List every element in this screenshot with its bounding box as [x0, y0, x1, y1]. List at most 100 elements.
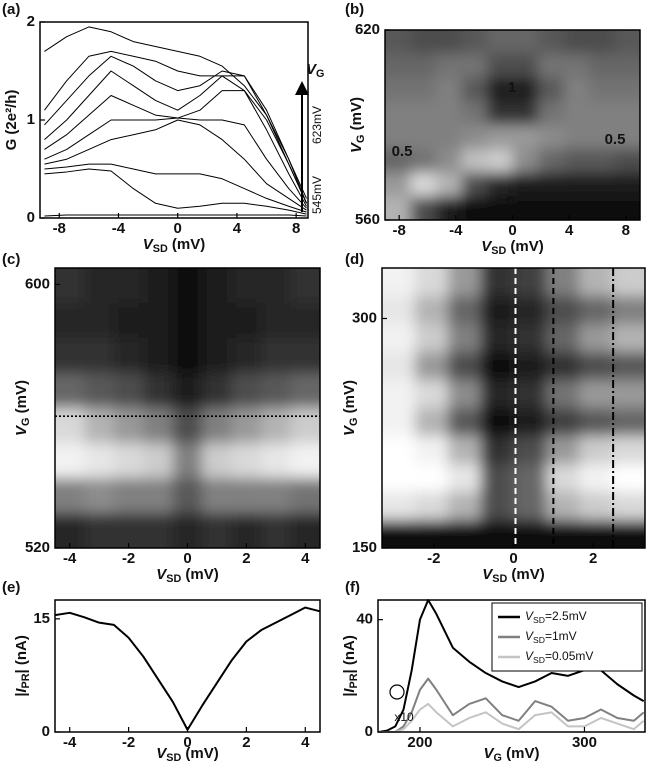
- heatmap-cell: [261, 338, 291, 374]
- heatmap-cell: [291, 248, 340, 304]
- heatmap-cell: [173, 338, 203, 374]
- y-axis-label: |IPR| (nA): [13, 635, 32, 697]
- y-tick-label: 40: [356, 611, 373, 628]
- legend-label: VSD=1mV: [525, 629, 577, 645]
- heatmap-cell: [291, 443, 340, 479]
- heatmap-cell: [436, 78, 462, 102]
- heatmap-cell: [579, 464, 612, 493]
- heatmap-cell: [202, 303, 232, 339]
- heatmap-cell: [35, 443, 85, 479]
- heatmap-cell: [35, 303, 85, 339]
- arrow-label: VG: [306, 61, 324, 80]
- heatmap-cell: [84, 303, 114, 339]
- heatmap-cell: [546, 520, 579, 568]
- heatmap-cell: [612, 408, 647, 437]
- heatmap-cell: [538, 196, 564, 240]
- heatmap-cell: [579, 492, 612, 521]
- heatmap-cell: [513, 125, 539, 149]
- heatmap-cell: [84, 248, 114, 304]
- x-tick-label: -8: [53, 220, 66, 237]
- heatmap-cell: [261, 513, 291, 568]
- heatmap-cell: [487, 54, 513, 78]
- heatmap-cell: [291, 513, 340, 568]
- heatmap-cell: [612, 464, 647, 493]
- heatmap-cell: [514, 520, 547, 568]
- heatmap-cell: [546, 408, 579, 437]
- data-line: [44, 164, 306, 212]
- heatmap-cell: [415, 296, 448, 325]
- heatmap-cell: [415, 464, 448, 493]
- heatmap-cell: [291, 478, 340, 514]
- panel-label: (d): [345, 251, 364, 268]
- data-line: [44, 51, 306, 203]
- heatmap-cell: [612, 352, 647, 381]
- heatmap-cell: [481, 324, 514, 353]
- heatmap-cell: [202, 408, 232, 444]
- heatmap-cell: [514, 436, 547, 465]
- x-tick-label: 8: [622, 222, 630, 239]
- heatmap-cell: [411, 54, 437, 78]
- heatmap-cell: [481, 492, 514, 521]
- heatmap-cell: [232, 338, 262, 374]
- heatmap-cell: [579, 324, 612, 353]
- heatmap-cell: [114, 248, 144, 304]
- heatmap-cell: [436, 125, 462, 149]
- x-tick-label: -4: [449, 222, 463, 239]
- heatmap-cell: [589, 101, 615, 125]
- heatmap-cell: [564, 149, 590, 173]
- data-line: [379, 679, 644, 732]
- heatmap-cell: [114, 408, 144, 444]
- plot-frame: [40, 22, 308, 218]
- x-tick-label: -2: [122, 550, 135, 567]
- heatmap-cell: [114, 373, 144, 409]
- heatmap-cell: [365, 54, 411, 78]
- heatmap-cell: [513, 149, 539, 173]
- heatmap-cell: [232, 478, 262, 514]
- panel-label: (f): [345, 579, 360, 596]
- heatmap-cell: [538, 101, 564, 125]
- heatmap-cell: [448, 352, 481, 381]
- heatmap-cell: [481, 380, 514, 409]
- heatmap-cell: [291, 408, 340, 444]
- x-tick-label: 2: [242, 550, 250, 567]
- heatmap-cell: [487, 125, 513, 149]
- heatmap-cell: [538, 173, 564, 197]
- heatmap-cell: [173, 373, 203, 409]
- heatmap-cell: [232, 443, 262, 479]
- heatmap-cells: [362, 248, 647, 568]
- y-tick-label: 1: [27, 111, 35, 128]
- heatmap-cell: [589, 149, 615, 173]
- heatmap-cell: [546, 296, 579, 325]
- heatmap-cell: [448, 324, 481, 353]
- x-tick-label: 4: [233, 220, 242, 237]
- y-tick-label: 300: [352, 309, 377, 326]
- heatmap-cell: [462, 78, 488, 102]
- y-tick-label: 600: [25, 275, 50, 292]
- heatmap: [35, 248, 340, 568]
- x-tick-label: -8: [392, 222, 405, 239]
- heatmap-cell: [481, 408, 514, 437]
- heatmap-cell: [232, 408, 262, 444]
- heatmap-cell: [35, 478, 85, 514]
- heatmap-cell: [564, 173, 590, 197]
- x-tick-label: 8: [292, 220, 300, 237]
- heatmap-cell: [84, 478, 114, 514]
- y-axis-label: G (2e²/h): [3, 90, 20, 151]
- heatmap-cell: [143, 443, 173, 479]
- panel-label: (c): [2, 251, 20, 268]
- heatmap-cell: [143, 478, 173, 514]
- heatmap-cell: [448, 380, 481, 409]
- heatmap-cell: [411, 196, 437, 240]
- x-tick-label: 0: [183, 550, 191, 567]
- heatmap-cell: [114, 303, 144, 339]
- heatmap-cell: [612, 380, 647, 409]
- heatmap-cell: [415, 352, 448, 381]
- heatmap-cell: [202, 443, 232, 479]
- heatmap-cell: [462, 149, 488, 173]
- heatmap-cell: [589, 54, 615, 78]
- heatmap-cell: [538, 149, 564, 173]
- y-tick-label: 520: [25, 539, 50, 556]
- heatmap-cell: [202, 373, 232, 409]
- x-axis-label: VSD (mV): [481, 238, 544, 257]
- heatmap-cell: [173, 408, 203, 444]
